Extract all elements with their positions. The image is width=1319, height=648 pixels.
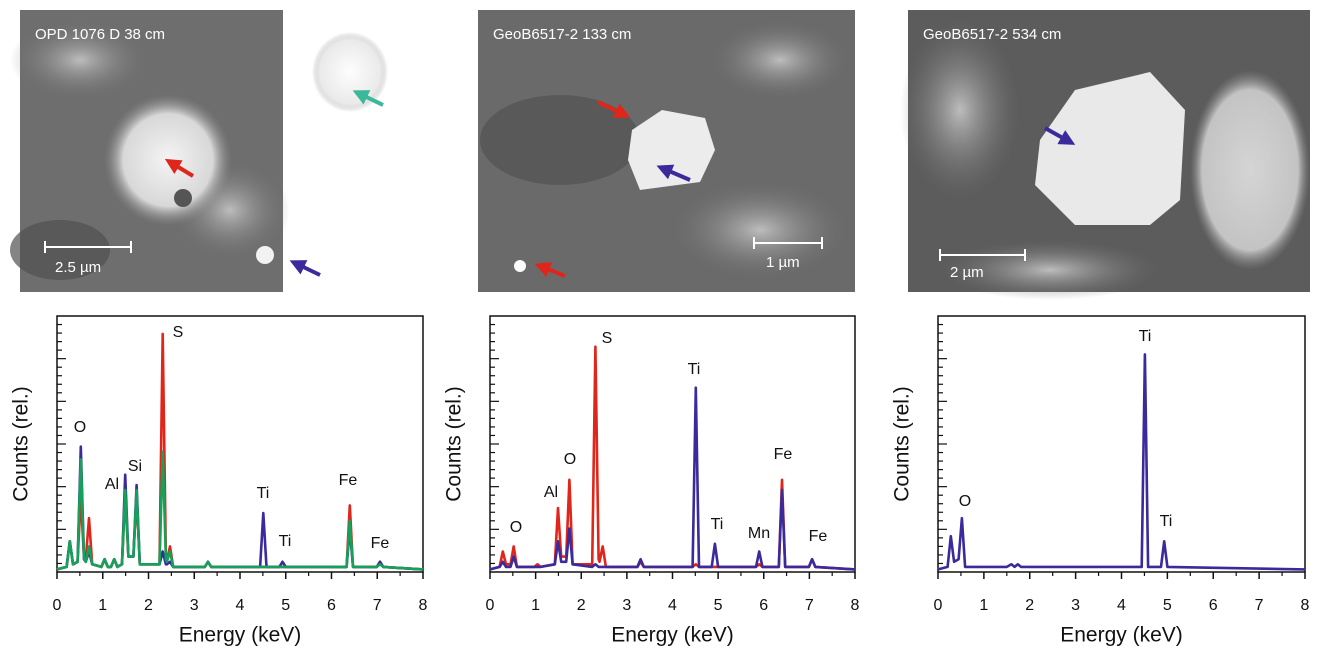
x-tick-label: 5: [281, 597, 290, 614]
peak-label: Fe: [774, 446, 793, 463]
x-tick-label: 8: [1301, 597, 1310, 614]
scale-label: 2 µm: [950, 264, 984, 281]
peak-label: O: [74, 419, 86, 436]
x-tick-label: 8: [851, 597, 860, 614]
x-tick-label: 7: [1255, 597, 1264, 614]
peak-label: Fe: [371, 535, 390, 552]
scale-label: 1 µm: [766, 254, 800, 271]
spectrum-line: [57, 447, 423, 570]
plot-frame: [490, 316, 855, 572]
peak-label: Ti: [688, 361, 701, 378]
image-label: OPD 1076 D 38 cm: [35, 26, 165, 43]
image-label: GeoB6517-2 133 cm: [493, 26, 631, 43]
scale-label: 2.5 µm: [55, 259, 101, 276]
x-tick-label: 6: [327, 597, 336, 614]
x-tick-label: 1: [98, 597, 107, 614]
x-tick-label: 0: [53, 597, 62, 614]
x-tick-label: 3: [622, 597, 631, 614]
x-tick-label: 3: [1071, 597, 1080, 614]
spectrum-line: [490, 347, 855, 570]
x-tick-label: 4: [668, 597, 677, 614]
sem-image: GeoB6517-2 534 cm 2 µm: [900, 10, 1310, 300]
x-tick-label: 6: [759, 597, 768, 614]
x-axis-label: Energy (keV): [179, 624, 302, 647]
image-label: GeoB6517-2 534 cm: [923, 26, 1061, 43]
peak-label: Al: [544, 484, 558, 501]
spectrum-line: [490, 388, 855, 570]
peak-label: Al: [105, 476, 119, 493]
peak-label: Mn: [748, 525, 770, 542]
x-tick-label: 5: [714, 597, 723, 614]
peak-label: O: [510, 519, 522, 536]
peak-label: Ti: [279, 533, 292, 550]
peak-label: Ti: [257, 485, 270, 502]
peak-label: Si: [128, 458, 142, 475]
peak-label: Fe: [809, 528, 828, 545]
x-tick-label: 4: [1117, 597, 1126, 614]
x-tick-label: 0: [934, 597, 943, 614]
spectrum-line: [938, 354, 1305, 569]
x-tick-label: 2: [1025, 597, 1034, 614]
peak-label: Fe: [339, 472, 358, 489]
x-tick-label: 7: [805, 597, 814, 614]
peak-label: Ti: [1139, 328, 1152, 345]
x-tick-label: 1: [531, 597, 540, 614]
x-tick-label: 8: [419, 597, 428, 614]
peak-label: S: [173, 324, 184, 341]
spectrum-line: [57, 334, 423, 570]
sem-image: GeoB6517-2 133 cm 1 µm: [478, 10, 855, 292]
peak-label: O: [564, 451, 576, 468]
figure: OPD 1076 D 38 cm 2.5 µm GeoB6517-2 133 c…: [0, 0, 1319, 648]
peak-label: Ti: [711, 516, 724, 533]
spectrum-line: [57, 452, 423, 570]
sem-image: OPD 1076 D 38 cm 2.5 µm: [10, 10, 320, 292]
x-tick-label: 4: [236, 597, 245, 614]
x-tick-label: 1: [979, 597, 988, 614]
peak-label: Ti: [1160, 513, 1173, 530]
x-tick-label: 0: [486, 597, 495, 614]
plot-frame: [938, 316, 1305, 572]
page: {"images": [ {"label": "OPD 1076 D 38 cm…: [0, 0, 1319, 648]
y-axis-label: Counts (rel.): [443, 386, 466, 502]
x-tick-label: 5: [1163, 597, 1172, 614]
y-axis-label: Counts (rel.): [10, 386, 33, 502]
x-tick-label: 3: [190, 597, 199, 614]
y-axis-label: Counts (rel.): [891, 386, 914, 502]
x-axis-label: Energy (keV): [611, 624, 734, 647]
x-tick-label: 7: [373, 597, 382, 614]
x-tick-label: 2: [577, 597, 586, 614]
x-tick-label: 2: [144, 597, 153, 614]
plot-frame: [57, 316, 423, 572]
peak-label: O: [959, 493, 971, 510]
x-axis-label: Energy (keV): [1060, 624, 1183, 647]
peak-label: S: [602, 330, 613, 347]
x-tick-label: 6: [1209, 597, 1218, 614]
